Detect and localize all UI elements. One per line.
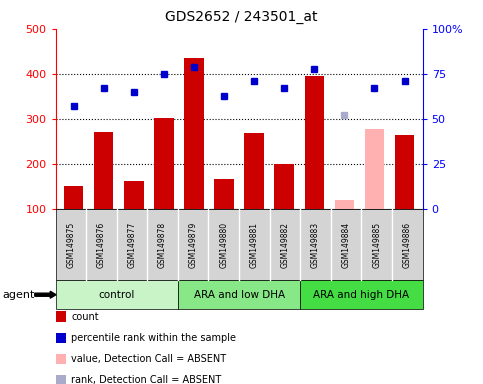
Bar [304, 76, 324, 209]
Text: percentile rank within the sample: percentile rank within the sample [71, 333, 236, 343]
Bar [335, 200, 354, 209]
Text: agent: agent [2, 290, 35, 300]
Text: GSM149886: GSM149886 [403, 222, 412, 268]
Text: GSM149885: GSM149885 [372, 222, 381, 268]
Text: GDS2652 / 243501_at: GDS2652 / 243501_at [165, 10, 318, 23]
Text: control: control [99, 290, 135, 300]
Text: GSM149882: GSM149882 [281, 222, 289, 268]
Text: GSM149878: GSM149878 [158, 222, 167, 268]
Text: GSM149884: GSM149884 [341, 222, 351, 268]
Bar [214, 179, 234, 209]
Text: rank, Detection Call = ABSENT: rank, Detection Call = ABSENT [71, 375, 221, 384]
Bar [365, 129, 384, 209]
Text: GSM149880: GSM149880 [219, 222, 228, 268]
Bar [124, 181, 143, 209]
Text: count: count [71, 312, 99, 322]
Text: ARA and low DHA: ARA and low DHA [194, 290, 284, 300]
Bar [184, 58, 204, 209]
Bar [154, 118, 174, 209]
Text: GSM149879: GSM149879 [189, 222, 198, 268]
Text: GSM149876: GSM149876 [97, 222, 106, 268]
Bar [94, 132, 114, 209]
Bar [64, 186, 84, 209]
Text: GSM149877: GSM149877 [128, 222, 137, 268]
Text: GSM149883: GSM149883 [311, 222, 320, 268]
Bar [244, 132, 264, 209]
Text: ARA and high DHA: ARA and high DHA [313, 290, 410, 300]
Bar [274, 164, 294, 209]
Text: value, Detection Call = ABSENT: value, Detection Call = ABSENT [71, 354, 226, 364]
Text: GSM149875: GSM149875 [66, 222, 75, 268]
Text: GSM149881: GSM149881 [250, 222, 259, 268]
Bar [395, 135, 414, 209]
